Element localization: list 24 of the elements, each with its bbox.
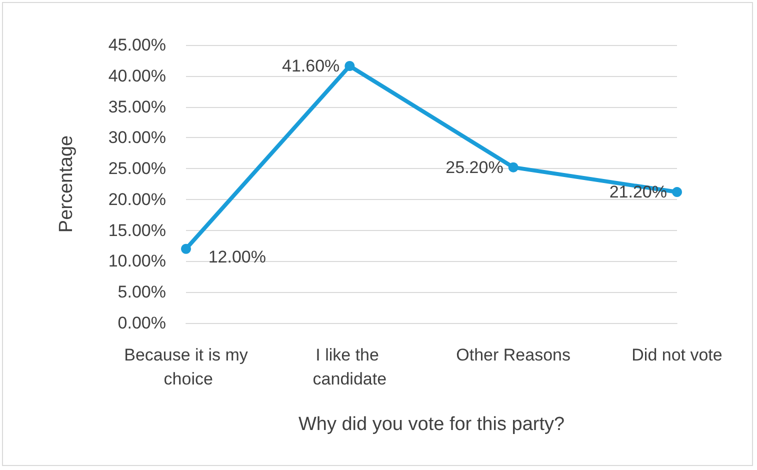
y-tick-label: 45.00%	[108, 36, 166, 54]
x-tick-label: I like the candidate	[312, 346, 387, 388]
point	[344, 61, 355, 71]
data-label: 41.60%	[282, 56, 340, 76]
y-tick-label: 0.00%	[118, 314, 166, 332]
y-tick-label: 20.00%	[108, 190, 166, 209]
data-label: 12.00%	[208, 247, 266, 266]
data-label: 21.20%	[609, 182, 667, 202]
y-axis-title: Percentage	[56, 135, 77, 233]
x-tick-label: Did not vote	[632, 346, 722, 364]
x-tick-label: Other Reasons	[456, 346, 571, 364]
y-tick-label: 35.00%	[108, 97, 166, 116]
point	[508, 162, 518, 172]
x-tick-label: Because it is my choice	[124, 346, 248, 388]
y-tick-label: 10.00%	[108, 252, 166, 271]
x-axis-title: Why did you vote for this party?	[298, 414, 565, 435]
y-tick-label: 40.00%	[108, 66, 166, 86]
y-tick-label: 25.00%	[108, 159, 166, 178]
point	[672, 187, 682, 198]
data-label: 25.20%	[446, 158, 504, 177]
y-tick-label: 15.00%	[108, 220, 166, 240]
y-tick-label: 30.00%	[108, 128, 166, 148]
point	[181, 244, 191, 254]
y-tick-label: 5.00%	[118, 282, 166, 302]
